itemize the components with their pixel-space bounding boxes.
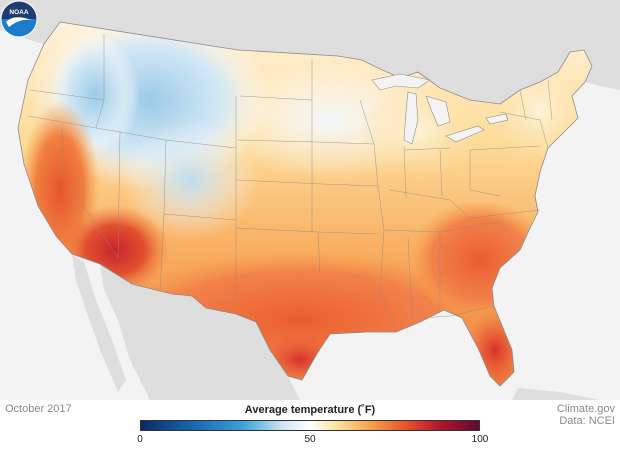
credit-source: Climate.gov	[556, 403, 615, 415]
lake-superior	[371, 73, 431, 91]
date-label: October 2017	[5, 403, 72, 415]
legend-title: Average temperature (˚F)	[244, 404, 376, 416]
footer: October 2017 Average temperature (˚F) 0 5…	[0, 400, 620, 450]
cuba-island	[512, 388, 600, 400]
canada-landmass	[0, 0, 620, 104]
baja-peninsula	[72, 254, 126, 392]
state-boundaries	[27, 34, 553, 333]
legend-tick-label: 100	[471, 434, 489, 445]
map-panel: NOAA	[0, 0, 620, 400]
legend-color-bar	[140, 420, 480, 431]
lake-ontario	[485, 113, 509, 125]
legend-tick-label: 0	[137, 434, 143, 445]
legend-tick-label: 50	[304, 434, 316, 445]
lake-erie	[445, 125, 485, 143]
conus-outline	[17, 21, 593, 387]
mexico-landmass	[100, 264, 300, 400]
lake-michigan	[403, 91, 419, 145]
lake-huron	[425, 95, 451, 127]
noaa-logo: NOAA	[0, 0, 38, 38]
credit-data: Data: NCEI	[559, 415, 615, 427]
great-lakes	[371, 73, 509, 145]
noaa-logo-text: NOAA	[9, 9, 28, 16]
credit-block: Climate.gov Data: NCEI	[557, 403, 615, 427]
temperature-map	[0, 0, 620, 400]
